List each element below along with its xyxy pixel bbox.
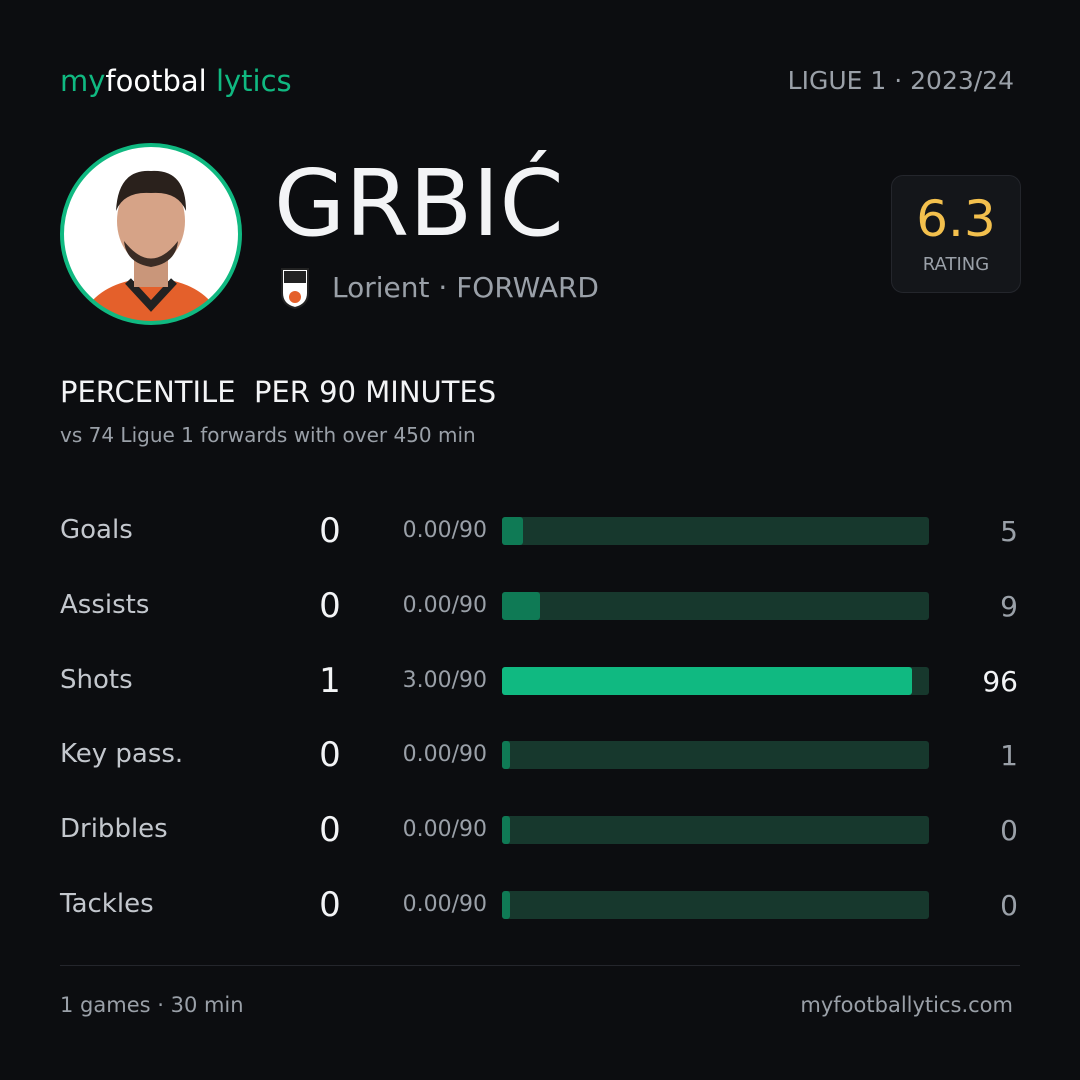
bar — [502, 741, 510, 770]
row-label: Shots — [60, 664, 133, 695]
club: Lorient — [332, 271, 430, 304]
bar — [502, 591, 541, 620]
position: FORWARD — [456, 271, 599, 304]
row-per90: 0.00/90 — [402, 518, 487, 543]
row-per90: 0.00/90 — [402, 892, 487, 917]
title-suffix: PER 90 MINUTES — [253, 375, 497, 409]
bar-track — [502, 891, 929, 919]
row-value: 0 — [319, 585, 341, 626]
bar-track — [502, 741, 929, 770]
row-per90: 3.00/90 — [402, 667, 487, 693]
rating-label: RATING — [922, 254, 990, 275]
percentile: 1 — [1000, 739, 1018, 773]
footer-right: myfootballytics.com — [800, 993, 1013, 1017]
bar — [502, 666, 912, 695]
row-value: 0 — [319, 735, 341, 776]
row-label: Assists — [60, 589, 150, 620]
logo-part: footbal — [105, 64, 207, 98]
bar-track — [502, 666, 929, 695]
row-value: 1 — [319, 660, 341, 701]
row-per90: 0.00/90 — [402, 742, 487, 768]
bar-track — [502, 517, 929, 545]
percentile: 96 — [982, 664, 1018, 698]
row-value: 0 — [319, 810, 341, 851]
row-label: Goals — [60, 515, 133, 545]
bar — [502, 891, 510, 919]
percentile: 0 — [1000, 889, 1018, 922]
divider — [60, 965, 1020, 966]
percentile: 0 — [1000, 814, 1018, 848]
row-label: Key pass. — [60, 739, 184, 770]
row-value: 0 — [319, 511, 341, 551]
subtitle: vs 74 Ligue 1 forwards — [60, 423, 288, 447]
club-badge — [281, 268, 309, 309]
subtitle-suffix: with over 450 min — [293, 423, 476, 447]
rating-box: 6.3 RATING — [891, 175, 1021, 293]
title: PERCENTILE — [60, 375, 236, 409]
bar-track — [502, 816, 929, 845]
separator: · — [438, 271, 448, 304]
row-label: Tackles — [60, 889, 154, 919]
logo-part: my — [60, 64, 106, 98]
section-subtitle: vs 74 Ligue 1 forwards with over 450 min — [60, 423, 476, 447]
avatar — [60, 143, 242, 325]
league: LIGUE 1 · 2023/24 — [787, 66, 1014, 95]
club-line: Lorient · FORWARD — [332, 271, 599, 304]
row-value: 0 — [319, 885, 341, 925]
percentile: 5 — [1000, 515, 1018, 548]
logo-part: lytics — [215, 64, 292, 98]
bar-track — [502, 591, 929, 620]
row-per90: 0.00/90 — [402, 592, 487, 618]
player-name: GRBIĆ — [274, 150, 564, 257]
logo: myfootbal lytics — [60, 64, 292, 98]
footer-left: 1 games · 30 min — [60, 993, 244, 1017]
rating: 6.3 — [916, 190, 996, 248]
bar — [502, 816, 510, 845]
row-label: Dribbles — [60, 814, 168, 845]
section-title: PERCENTILE PER 90 MINUTES — [60, 375, 496, 409]
percentile: 9 — [1000, 589, 1018, 623]
bar — [502, 517, 524, 545]
row-per90: 0.00/90 — [402, 817, 487, 843]
